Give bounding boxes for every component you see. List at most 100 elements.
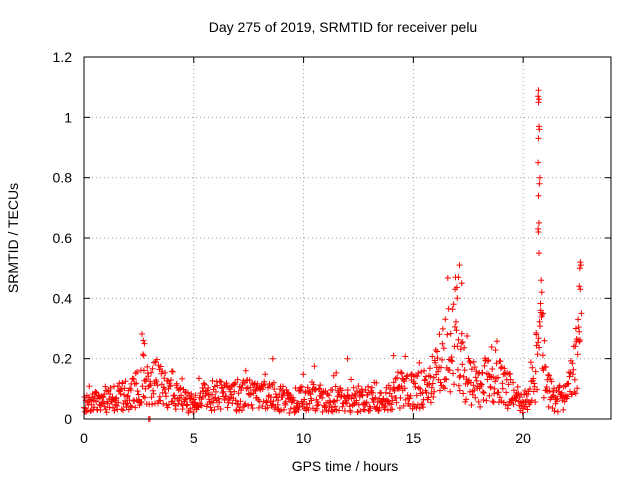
data-point	[249, 402, 255, 408]
data-point	[572, 377, 578, 383]
data-point	[445, 275, 451, 281]
data-point	[575, 351, 581, 357]
data-point	[300, 371, 306, 377]
grid-lines	[84, 57, 611, 419]
x-tick-label: 10	[296, 430, 312, 446]
y-tick-label: 0	[64, 411, 72, 427]
x-tick-label: 0	[80, 430, 88, 446]
y-tick-label: 1	[64, 109, 72, 125]
data-point	[489, 366, 495, 372]
data-point	[536, 99, 542, 105]
data-point	[525, 407, 531, 413]
data-point	[444, 332, 450, 338]
data-point	[168, 377, 174, 383]
data-point	[397, 395, 403, 401]
data-point	[416, 360, 422, 366]
data-point	[541, 395, 547, 401]
data-point	[453, 319, 459, 325]
data-point	[456, 383, 462, 389]
data-point	[288, 406, 294, 412]
data-point	[535, 93, 541, 99]
data-point	[400, 377, 406, 383]
data-point	[430, 381, 436, 387]
data-point	[441, 345, 447, 351]
data-point	[144, 364, 150, 370]
data-point	[317, 382, 323, 388]
data-point	[139, 331, 145, 337]
data-point	[402, 354, 408, 360]
data-point	[541, 338, 547, 344]
data-point	[536, 181, 542, 187]
data-point	[148, 370, 154, 376]
data-point	[458, 346, 464, 352]
data-point	[281, 407, 287, 413]
data-point	[577, 265, 583, 271]
data-point	[533, 369, 539, 375]
data-point	[348, 409, 354, 415]
data-point	[507, 371, 513, 377]
data-point	[576, 283, 582, 289]
data-point	[574, 385, 580, 391]
x-tick-label: 5	[190, 430, 198, 446]
data-point	[348, 377, 354, 383]
data-point	[477, 404, 483, 410]
data-point	[218, 379, 224, 385]
data-point	[452, 324, 458, 330]
data-point	[262, 371, 268, 377]
data-point	[398, 369, 404, 375]
data-point	[150, 366, 156, 372]
data-point	[480, 389, 486, 395]
data-point	[210, 378, 216, 384]
data-point	[464, 333, 470, 339]
data-point	[120, 407, 126, 413]
data-point	[369, 385, 375, 391]
data-point	[329, 387, 335, 393]
data-point	[480, 370, 486, 376]
plot-frame	[84, 57, 611, 419]
data-point	[489, 344, 495, 350]
data-point	[538, 277, 544, 283]
data-point	[286, 410, 292, 416]
data-point	[537, 323, 543, 329]
data-point	[459, 331, 465, 337]
data-point	[369, 396, 375, 402]
x-axis-label: GPS time / hours	[292, 458, 399, 474]
data-point	[490, 398, 496, 404]
x-tick-label: 15	[406, 430, 422, 446]
data-point	[141, 353, 147, 359]
data-point	[331, 398, 337, 404]
data-point	[481, 390, 487, 396]
data-point	[425, 382, 431, 388]
data-point	[211, 407, 217, 413]
data-point	[427, 365, 433, 371]
data-point	[461, 345, 467, 351]
data-point	[575, 316, 581, 322]
data-point	[345, 387, 351, 393]
data-point	[311, 363, 317, 369]
data-point	[536, 193, 542, 199]
data-point	[468, 402, 474, 408]
data-point	[451, 301, 457, 307]
data-point	[576, 329, 582, 335]
data-point	[536, 250, 542, 256]
data-point	[555, 409, 561, 415]
data-point	[460, 391, 466, 397]
data-point	[483, 398, 489, 404]
data-point	[448, 331, 454, 337]
data-point	[455, 367, 461, 373]
data-point	[577, 286, 583, 292]
data-point	[104, 409, 110, 415]
data-point	[179, 376, 185, 382]
axis-ticks: 00.20.40.60.811.20 5 10 15 20	[53, 49, 611, 446]
data-point	[499, 380, 505, 386]
data-point	[416, 385, 422, 391]
data-point	[578, 310, 584, 316]
y-tick-label: 1.2	[53, 49, 73, 65]
data-point	[209, 408, 215, 414]
data-point	[391, 353, 397, 359]
data-point	[536, 135, 542, 141]
data-point	[496, 389, 502, 395]
data-point	[454, 343, 460, 349]
data-point	[573, 390, 579, 396]
data-point	[163, 393, 169, 399]
